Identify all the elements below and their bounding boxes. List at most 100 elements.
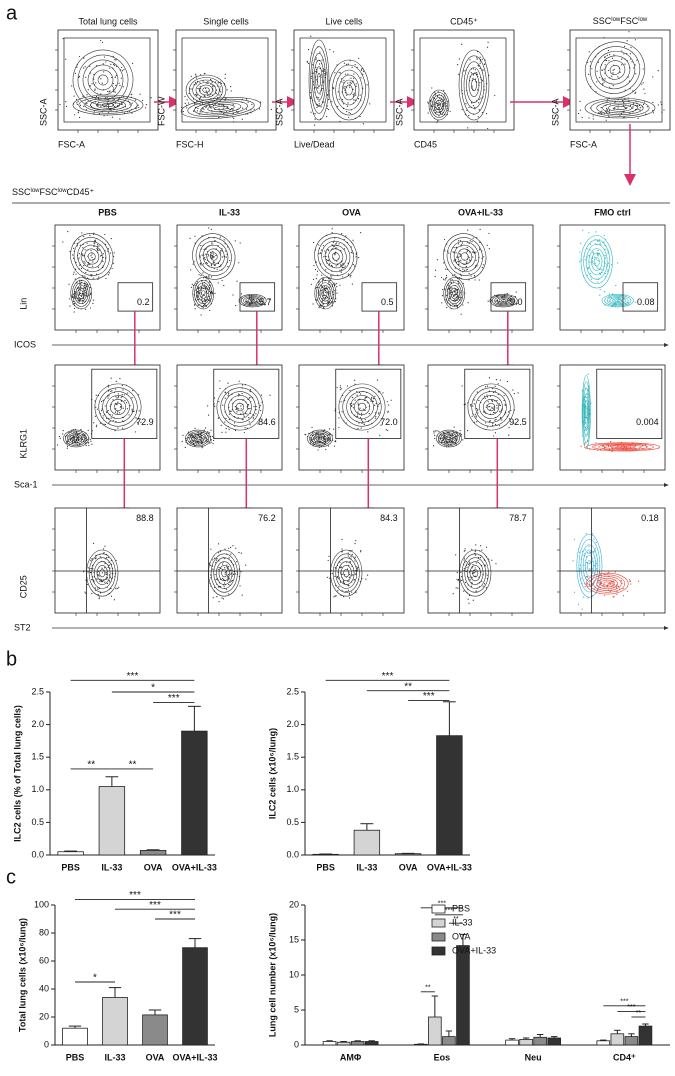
plot-title: Live cells: [325, 16, 363, 26]
event-dot: [123, 394, 125, 396]
event-dot: [226, 576, 228, 578]
contour: [609, 297, 626, 305]
event-dot: [334, 301, 336, 303]
event-dot: [604, 56, 606, 58]
event-dot: [208, 95, 210, 97]
event-dot: [230, 546, 232, 548]
event-dot: [325, 448, 327, 451]
event-dot: [441, 295, 444, 297]
event-dot: [472, 104, 475, 107]
event-dot: [116, 397, 118, 399]
contour-group: [304, 426, 337, 451]
event-dot: [471, 251, 474, 253]
significance-label: **: [453, 916, 459, 923]
contour: [77, 240, 107, 273]
event-dot: [387, 411, 389, 413]
bar: [533, 1036, 547, 1046]
event-dot: [213, 397, 216, 399]
event-dot: [75, 297, 77, 299]
event-dot: [444, 250, 446, 252]
event-dot: [239, 585, 241, 587]
event-dot: [312, 303, 314, 305]
event-dot: [184, 446, 186, 449]
contour: [582, 381, 591, 444]
event-dot: [83, 260, 85, 263]
event-dot: [212, 86, 214, 88]
event-dot: [76, 66, 78, 68]
event-dot: [72, 300, 74, 303]
event-dot: [331, 232, 333, 234]
contour-group: [580, 441, 661, 453]
event-dot: [224, 250, 227, 252]
event-dot: [205, 261, 208, 264]
event-dot: [338, 71, 340, 74]
event-dot: [464, 548, 466, 550]
contour: [79, 290, 84, 297]
event-dot: [475, 415, 477, 417]
event-dot: [348, 580, 350, 582]
event-dot: [601, 110, 603, 112]
contour: [209, 252, 218, 261]
event-dot: [124, 400, 126, 402]
contour: [468, 73, 480, 97]
event-dot: [248, 417, 250, 419]
contour: [335, 69, 363, 111]
event-dot: [454, 435, 457, 437]
event-dot: [503, 399, 505, 402]
contour: [332, 64, 366, 116]
event-dot: [478, 399, 480, 402]
contour-group: [181, 427, 215, 449]
event-dot: [354, 560, 356, 562]
event-dot: [353, 379, 356, 381]
event-dot: [614, 585, 616, 587]
event-dot: [202, 304, 205, 307]
y-tick-label: 5: [294, 1004, 299, 1014]
event-dot: [114, 76, 116, 78]
contour: [192, 277, 215, 310]
event-dot: [225, 431, 227, 433]
event-dot: [357, 427, 359, 429]
event-dot: [510, 409, 512, 412]
event-dot: [597, 267, 599, 269]
event-dot: [211, 256, 214, 258]
event-dot: [202, 103, 204, 105]
contour: [609, 64, 621, 76]
event-dot: [109, 90, 111, 92]
event-dot: [223, 567, 226, 569]
event-dot: [212, 559, 214, 561]
event-dot: [588, 579, 591, 582]
panel-label: b: [6, 648, 17, 670]
event-dot: [347, 273, 349, 275]
event-dot: [196, 110, 198, 112]
event-dot: [102, 260, 104, 263]
event-dot: [499, 404, 501, 407]
event-dot: [485, 113, 488, 115]
significance-label: **: [404, 681, 412, 692]
event-dot: [443, 89, 445, 92]
event-dot: [448, 252, 450, 254]
event-dot: [78, 75, 80, 77]
event-dot: [355, 540, 357, 542]
gate-value: 84.6: [258, 417, 276, 427]
event-dot: [225, 427, 227, 430]
contour: [202, 244, 225, 269]
event-dot: [253, 415, 255, 417]
event-dot: [111, 390, 113, 392]
event-dot: [123, 68, 125, 71]
event-dot: [604, 257, 607, 259]
bar: [505, 1039, 519, 1046]
event-dot: [492, 411, 495, 414]
y-axis-label: Lin: [18, 298, 28, 310]
event-dot: [481, 58, 483, 60]
event-dot: [105, 571, 107, 574]
event-dot: [98, 249, 100, 251]
event-dot: [605, 59, 608, 62]
event-dot: [352, 403, 354, 405]
event-dot: [104, 567, 106, 569]
event-dot: [259, 101, 262, 103]
event-dot: [218, 94, 220, 96]
event-dot: [107, 397, 109, 399]
event-dot: [345, 94, 348, 96]
event-dot: [240, 408, 242, 410]
event-dot: [390, 399, 392, 401]
